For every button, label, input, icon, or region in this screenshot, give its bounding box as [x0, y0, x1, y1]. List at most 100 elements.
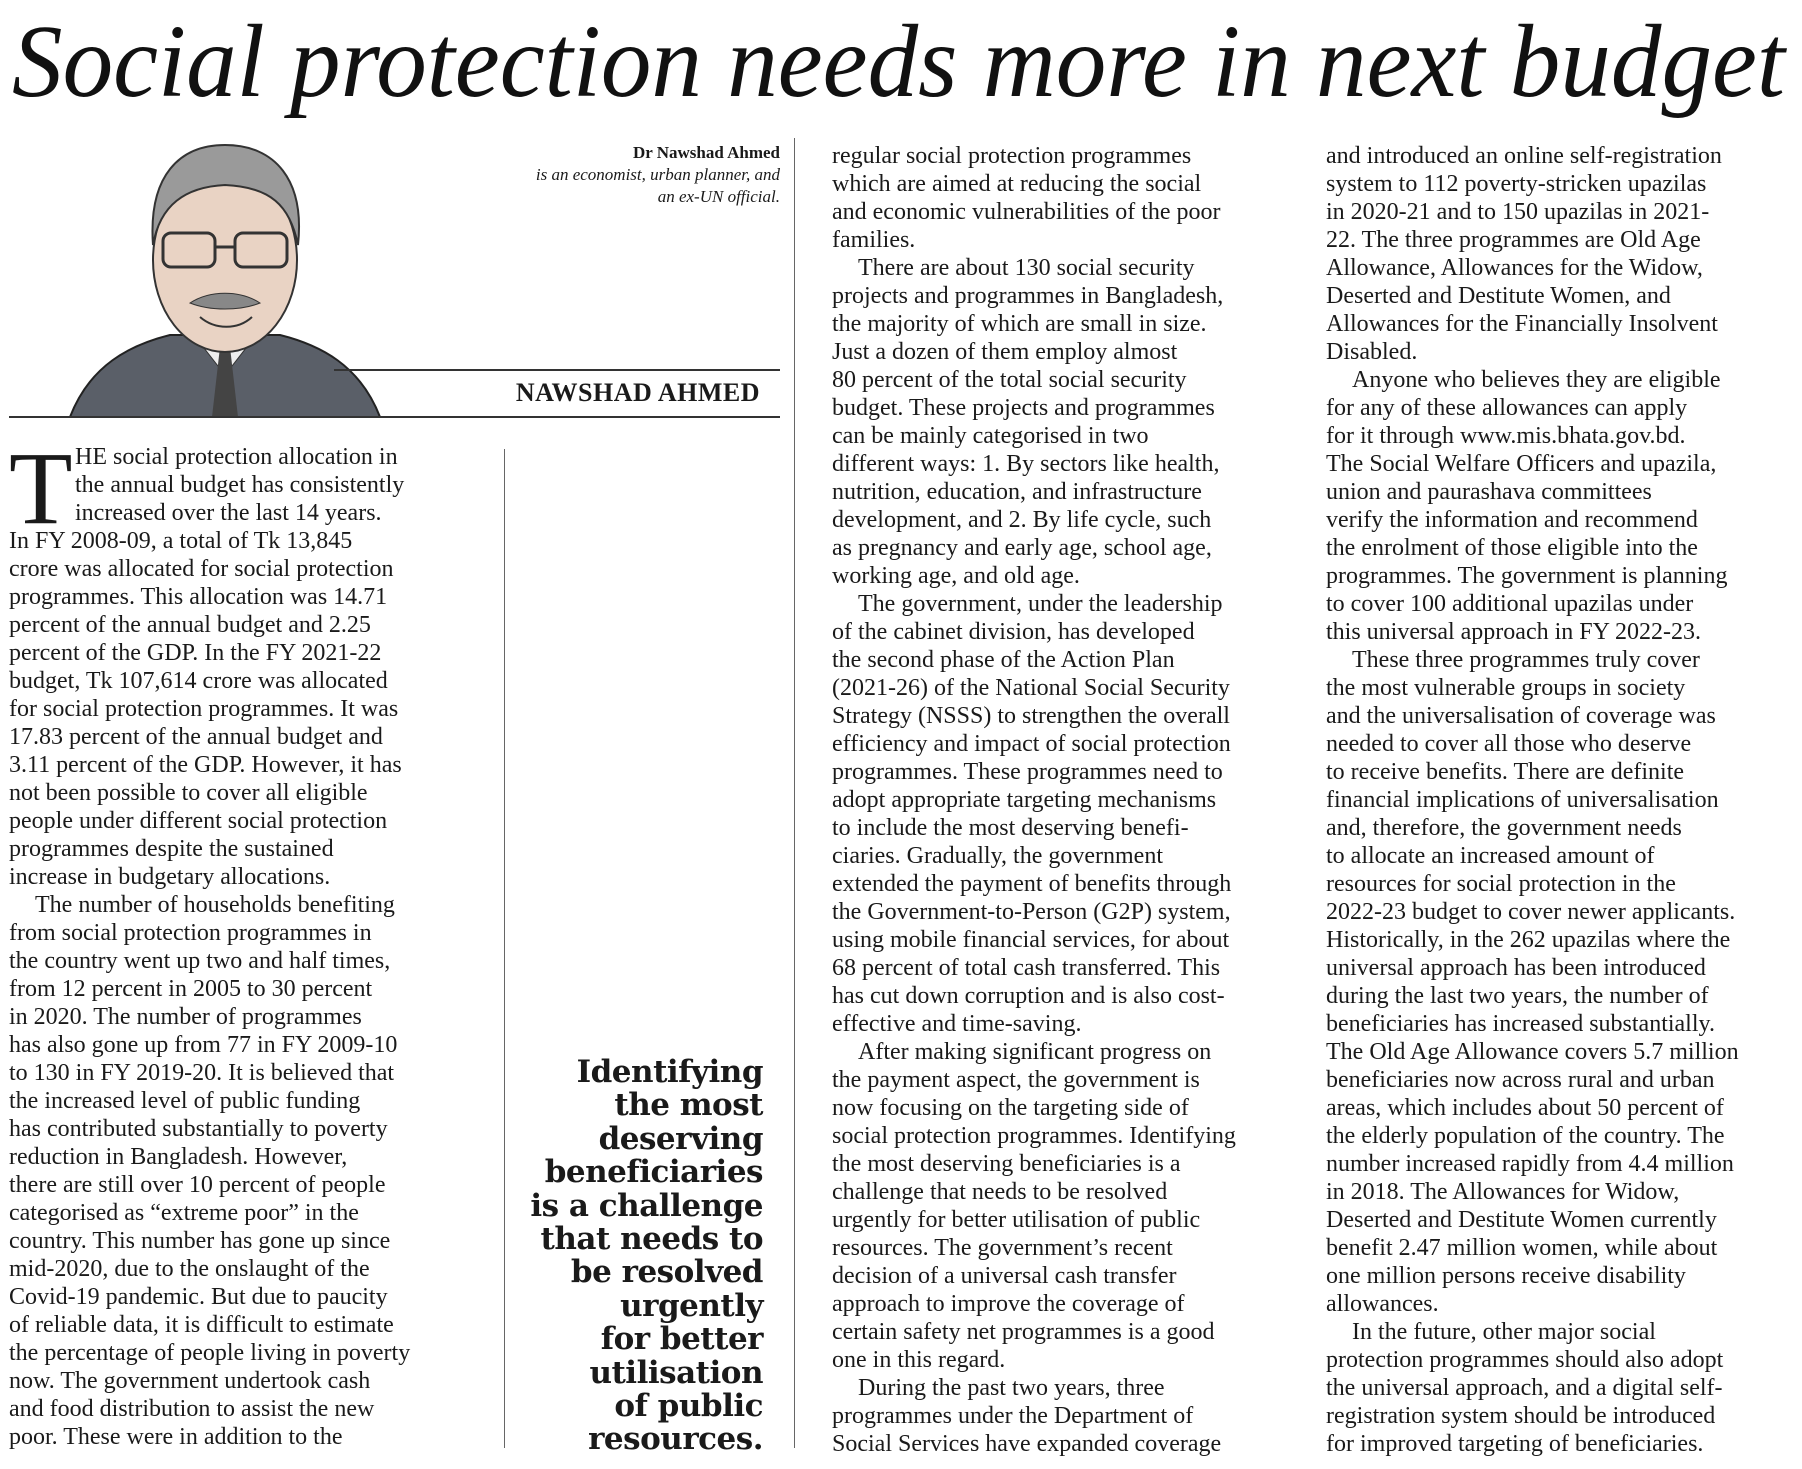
text-line: Allowances for the Financially Insolvent — [1326, 311, 1718, 337]
text-line: Just a dozen of them employ almost — [832, 339, 1178, 365]
text-line: the annual budget has consistently — [75, 472, 405, 498]
text-line: from 12 percent in 2005 to 30 percent — [9, 976, 373, 1002]
text-line: allowances. — [1326, 1291, 1439, 1317]
text-line: percent of the GDP. In the FY 2021-22 — [9, 640, 382, 666]
text-line: In the future, other major social — [1352, 1319, 1656, 1345]
text-line: Historically, in the 262 upazilas where … — [1326, 927, 1731, 953]
text-line: ciaries. Gradually, the government — [832, 843, 1163, 869]
text-line: for improved targeting of beneficiaries. — [1326, 1431, 1704, 1457]
text-line: budget. These projects and programmes — [832, 395, 1215, 421]
pull-quote: Identifying the most deserving beneficiarie… — [504, 1054, 764, 1457]
text-line: These three programmes truly cover — [1352, 647, 1700, 673]
text-line: During the past two years, three — [858, 1375, 1165, 1401]
text-line: the universal approach, and a digital se… — [1326, 1375, 1723, 1401]
text-column: regular social protection programmes whic… — [832, 142, 1284, 1458]
text-line: which are aimed at reducing the social — [832, 171, 1202, 197]
text-line: in 2018. The Allowances for Widow, — [1326, 1179, 1680, 1205]
text-line: programmes despite the sustained — [9, 836, 334, 862]
text-line: and introduced an online self-registrati… — [1326, 143, 1722, 169]
text-line: Social Services have expanded coverage — [832, 1431, 1222, 1457]
text-line: There are about 130 social security — [858, 255, 1195, 281]
text-line: to allocate an increased amount of — [1326, 843, 1655, 869]
pull-quote-line: for better — [600, 1321, 764, 1358]
text-line: families. — [832, 227, 916, 253]
text-line: 3.11 percent of the GDP. However, it has — [9, 752, 402, 778]
text-line: in 2020-21 and to 150 upazilas in 2021- — [1326, 199, 1710, 225]
text-line: After making significant progress on — [858, 1039, 1212, 1065]
pull-quote-line: Identifying — [576, 1054, 764, 1090]
pull-quote-line: is a challenge — [530, 1187, 763, 1224]
text-column: and introduced an online self-registrati… — [1326, 142, 1794, 1458]
text-line: and the universalisation of coverage was — [1326, 703, 1716, 729]
text-line: as pregnancy and early age, school age, — [832, 535, 1212, 561]
text-line: there are still over 10 percent of peopl… — [9, 1172, 386, 1198]
text-line: for it through www.mis.bhata.gov.bd. — [1326, 423, 1686, 449]
text-line: resources for social protection in the — [1326, 871, 1676, 897]
text-line: the payment aspect, the government is — [832, 1067, 1200, 1093]
text-line: has also gone up from 77 in FY 2009-10 — [9, 1032, 398, 1058]
text-line: different ways: 1. By sectors like healt… — [832, 451, 1220, 477]
text-line: The number of households benefiting — [35, 892, 395, 918]
text-line: and, therefore, the government needs — [1326, 815, 1682, 841]
text-line: (2021-26) of the National Social Securit… — [832, 675, 1230, 701]
text-line: the majority of which are small in size. — [832, 311, 1207, 337]
text-line: areas, which includes about 50 percent o… — [1326, 1095, 1724, 1121]
text-line: the increased level of public funding — [9, 1088, 361, 1114]
text-line: not been possible to cover all eligible — [9, 780, 368, 806]
text-line: programmes. The government is planning — [1326, 563, 1728, 589]
column-rule — [794, 138, 795, 1448]
text-line: Disabled. — [1326, 339, 1418, 365]
text-line: projects and programmes in Bangladesh, — [832, 283, 1224, 309]
author-name: Dr Nawshad Ahmed — [632, 143, 780, 162]
text-line: the enrolment of those eligible into the — [1326, 535, 1698, 561]
text-line: of reliable data, it is difficult to est… — [9, 1312, 394, 1338]
text-line: the elderly population of the country. T… — [1326, 1123, 1725, 1149]
text-line: to 130 in FY 2019-20. It is believed tha… — [9, 1060, 395, 1086]
text-line: protection programmes should also adopt — [1326, 1347, 1724, 1373]
pull-quote-line: of public — [614, 1388, 763, 1425]
text-line: 68 percent of total cash transferred. Th… — [832, 955, 1221, 981]
text-line: the Government-to-Person (G2P) system, — [832, 899, 1231, 925]
text-line: this universal approach in FY 2022-23. — [1326, 619, 1702, 645]
text-line: one million persons receive disability — [1326, 1263, 1686, 1289]
text-line: Allowance, Allowances for the Widow, — [1326, 255, 1703, 281]
text-line: has cut down corruption and is also cost… — [832, 983, 1225, 1009]
text-line: 22. The three programmes are Old Age — [1326, 227, 1701, 253]
pull-quote-line: be resolved — [570, 1254, 764, 1291]
text-line: of the cabinet division, has developed — [832, 619, 1195, 645]
text-line: development, and 2. By life cycle, such — [832, 507, 1212, 533]
text-line: 2022-23 budget to cover newer applicants… — [1326, 899, 1736, 925]
text-line: decision of a universal cash transfer — [832, 1263, 1177, 1289]
text-line: for social protection programmes. It was — [9, 696, 399, 722]
text-line: social protection programmes. Identifyin… — [832, 1123, 1236, 1149]
text-line: financial implications of universalisati… — [1326, 787, 1719, 813]
text-line: budget, Tk 107,614 crore was allocated — [9, 668, 388, 694]
text-line: Anyone who believes they are eligible — [1352, 367, 1721, 393]
text-line: the most vulnerable groups in society — [1326, 675, 1686, 701]
rule — [334, 369, 780, 371]
text-line: increase in budgetary allocations. — [9, 864, 331, 890]
text-line: Covid-19 pandemic. But due to paucity — [9, 1284, 388, 1310]
text-line: Deserted and Destitute Women currently — [1326, 1207, 1717, 1233]
text-line: urgently for better utilisation of publi… — [832, 1207, 1201, 1233]
byline: NAWSHAD AHMED — [515, 378, 760, 407]
headline-area: Social protection needs more in next bud… — [12, 4, 1787, 119]
text-line: country. This number has gone up since — [9, 1228, 391, 1254]
text-line: can be mainly categorised in two — [832, 423, 1149, 449]
headline: Social protection needs more in next bud… — [12, 4, 1787, 119]
text-line: efficiency and impact of social protecti… — [832, 731, 1231, 757]
text-line: to cover 100 additional upazilas under — [1326, 591, 1694, 617]
rule — [9, 416, 780, 418]
text-line: percent of the annual budget and 2.25 — [9, 612, 371, 638]
text-line: during the last two years, the number of — [1326, 983, 1709, 1009]
text-line: Deserted and Destitute Women, and — [1326, 283, 1671, 309]
pull-quote-line: the most — [614, 1087, 763, 1124]
text-line: beneficiaries has increased substantiall… — [1326, 1011, 1715, 1037]
text-line: programmes. This allocation was 14.71 — [9, 584, 388, 610]
text-line: nutrition, education, and infrastructure — [832, 479, 1202, 505]
text-line: benefit 2.47 million women, while about — [1326, 1235, 1718, 1261]
text-line: now focusing on the targeting side of — [832, 1095, 1189, 1121]
text-line: The government, under the leadership — [858, 591, 1223, 617]
text-line: increased over the last 14 years. — [75, 500, 382, 526]
